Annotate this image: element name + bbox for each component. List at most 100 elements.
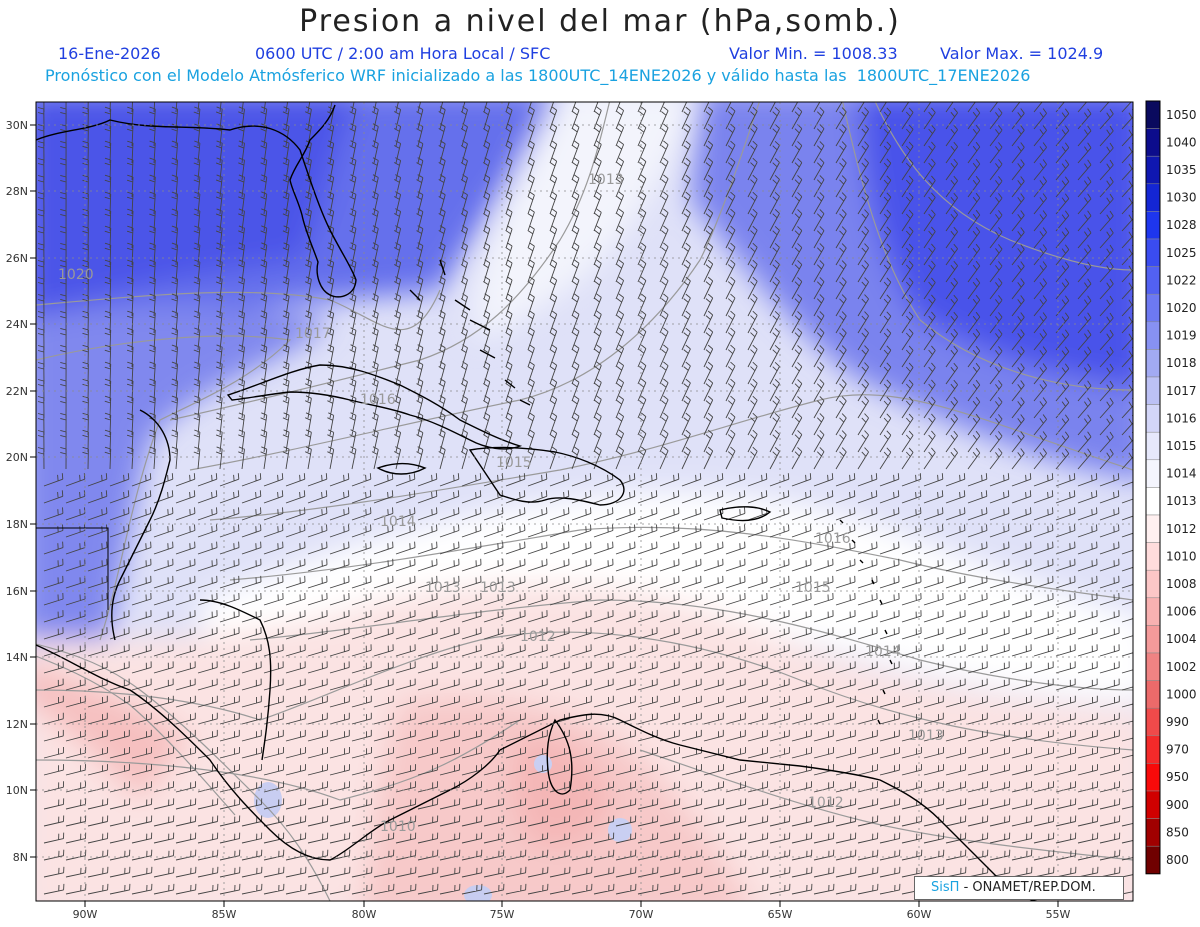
isobar-label: 1016: [815, 531, 851, 547]
legend-label: 1006: [1166, 605, 1197, 619]
map-frame: [35, 101, 1134, 902]
isobar-label: 1015: [496, 455, 532, 471]
lat-label: 14N: [6, 651, 28, 664]
lat-label: 10N: [6, 784, 28, 797]
legend-frame: [1145, 100, 1161, 875]
legend-swatch: [1145, 652, 1161, 681]
lat-label: 30N: [6, 119, 28, 132]
lat-label: 24N: [6, 318, 28, 331]
legend-swatch: [1145, 707, 1161, 737]
lat-label: 18N: [6, 518, 28, 531]
legend-swatch: [1145, 183, 1161, 212]
latitude-axis: 30N 28N 26N 24N 22N 20N 18N 16N 14N 12N …: [6, 119, 36, 864]
legend-swatch: [1145, 211, 1161, 240]
legend-swatch: [1145, 321, 1161, 350]
lon-label: 90W: [73, 908, 98, 921]
legend-swatch: [1145, 625, 1161, 654]
legend-label: 1030: [1166, 191, 1197, 205]
legend-label: 1000: [1166, 687, 1197, 701]
legend-swatch: [1145, 100, 1161, 129]
wind-barbs: [37, 102, 1133, 895]
graticule: [36, 102, 1133, 901]
lon-label: 85W: [212, 908, 237, 921]
isobar-label: 1013: [425, 580, 461, 596]
lon-label: 70W: [629, 908, 654, 921]
legend-label: 1004: [1166, 632, 1197, 646]
legend-swatch: [1145, 514, 1161, 543]
legend-label: 1035: [1166, 163, 1197, 177]
legend-label: 1002: [1166, 660, 1197, 674]
legend-swatch: [1145, 735, 1161, 764]
legend-swatch: [1145, 818, 1161, 847]
coastlines: [36, 104, 1060, 901]
legend-label: 1015: [1166, 439, 1197, 453]
isobar-labels: 1013 1020 1017 1016 1015 1014 1013 1013 …: [58, 172, 944, 835]
isobar-label: 1012: [808, 795, 844, 811]
lat-label: 26N: [6, 252, 28, 265]
legend-swatch: [1145, 404, 1161, 433]
legend-label: 1019: [1166, 329, 1197, 343]
legend-label: 800: [1166, 853, 1189, 867]
credit-text: - ONAMET/REP.DOM.: [963, 880, 1096, 895]
legend-label: 1013: [1166, 494, 1197, 508]
legend-swatch: [1145, 128, 1161, 157]
legend-label: 950: [1166, 770, 1189, 784]
lon-label: 65W: [768, 908, 793, 921]
map-title: Presion a nivel del mar (hPa,somb.): [299, 4, 901, 39]
lat-label: 28N: [6, 185, 28, 198]
credit-box: SisΠ - ONAMET/REP.DOM.: [914, 876, 1124, 900]
legend-swatch: [1145, 238, 1161, 267]
legend-label: 990: [1166, 715, 1189, 729]
max-value-label: Valor Max. = 1024.9: [940, 44, 1104, 63]
date-label: 16-Ene-2026: [58, 44, 161, 63]
isobar-label: 1016: [360, 392, 396, 408]
isobar-label: 1010: [380, 819, 416, 835]
isobar-label: 1015: [795, 580, 831, 596]
time-label: 0600 UTC / 2:00 am Hora Local / SFC: [255, 44, 551, 63]
legend-swatch: [1145, 431, 1161, 461]
legend-label: 1018: [1166, 356, 1197, 370]
legend-swatch: [1145, 459, 1161, 488]
legend-swatch: [1145, 376, 1161, 405]
sispi-logo: SisΠ: [931, 880, 960, 895]
isobar-label: 1014: [380, 514, 416, 530]
isobar-label: 1014: [865, 644, 901, 660]
legend-swatch: [1145, 293, 1161, 323]
min-value-label: Valor Min. = 1008.33: [729, 44, 898, 63]
isobar-label: 1020: [58, 267, 94, 283]
legend-label: 1040: [1166, 135, 1197, 149]
lon-label: 55W: [1046, 908, 1071, 921]
legend-label: 1050: [1166, 108, 1197, 122]
legend-label: 850: [1166, 825, 1189, 839]
lat-label: 8N: [13, 851, 28, 864]
legend-swatch: [1145, 597, 1161, 626]
legend-label: 1020: [1166, 301, 1197, 315]
isobar-label: 1013: [908, 728, 944, 744]
legend-label: 1022: [1166, 273, 1197, 287]
pressure-field: [36, 102, 1133, 901]
legend-label: 1016: [1166, 411, 1197, 425]
legend-swatch: [1145, 349, 1161, 378]
legend-label: 1010: [1166, 549, 1197, 563]
lon-label: 75W: [490, 908, 515, 921]
lat-label: 16N: [6, 585, 28, 598]
legend-label: 1017: [1166, 384, 1197, 398]
isobar-label: 1013: [588, 172, 624, 188]
legend-swatch: [1145, 542, 1161, 571]
pressure-legend: 1050 1040 1035 1030 1028 1025 1022 1020 1019 1018…: [1145, 100, 1197, 875]
isobar-label: 1017: [295, 326, 331, 342]
wind-barb-paths: [37, 102, 1133, 895]
legend-label: 1025: [1166, 246, 1197, 260]
border-lines: [36, 527, 109, 610]
lat-label: 12N: [6, 718, 28, 731]
lat-label: 22N: [6, 385, 28, 398]
legend-label: 900: [1166, 798, 1189, 812]
legend-swatch: [1145, 266, 1161, 295]
legend-label: 1028: [1166, 218, 1197, 232]
legend-label: 1014: [1166, 467, 1197, 481]
legend-swatch: [1145, 790, 1161, 819]
forecast-label: Pronóstico con el Modelo Atmósferico WRF…: [45, 66, 1031, 85]
lon-label: 80W: [352, 908, 377, 921]
legend-label: 1012: [1166, 522, 1197, 536]
